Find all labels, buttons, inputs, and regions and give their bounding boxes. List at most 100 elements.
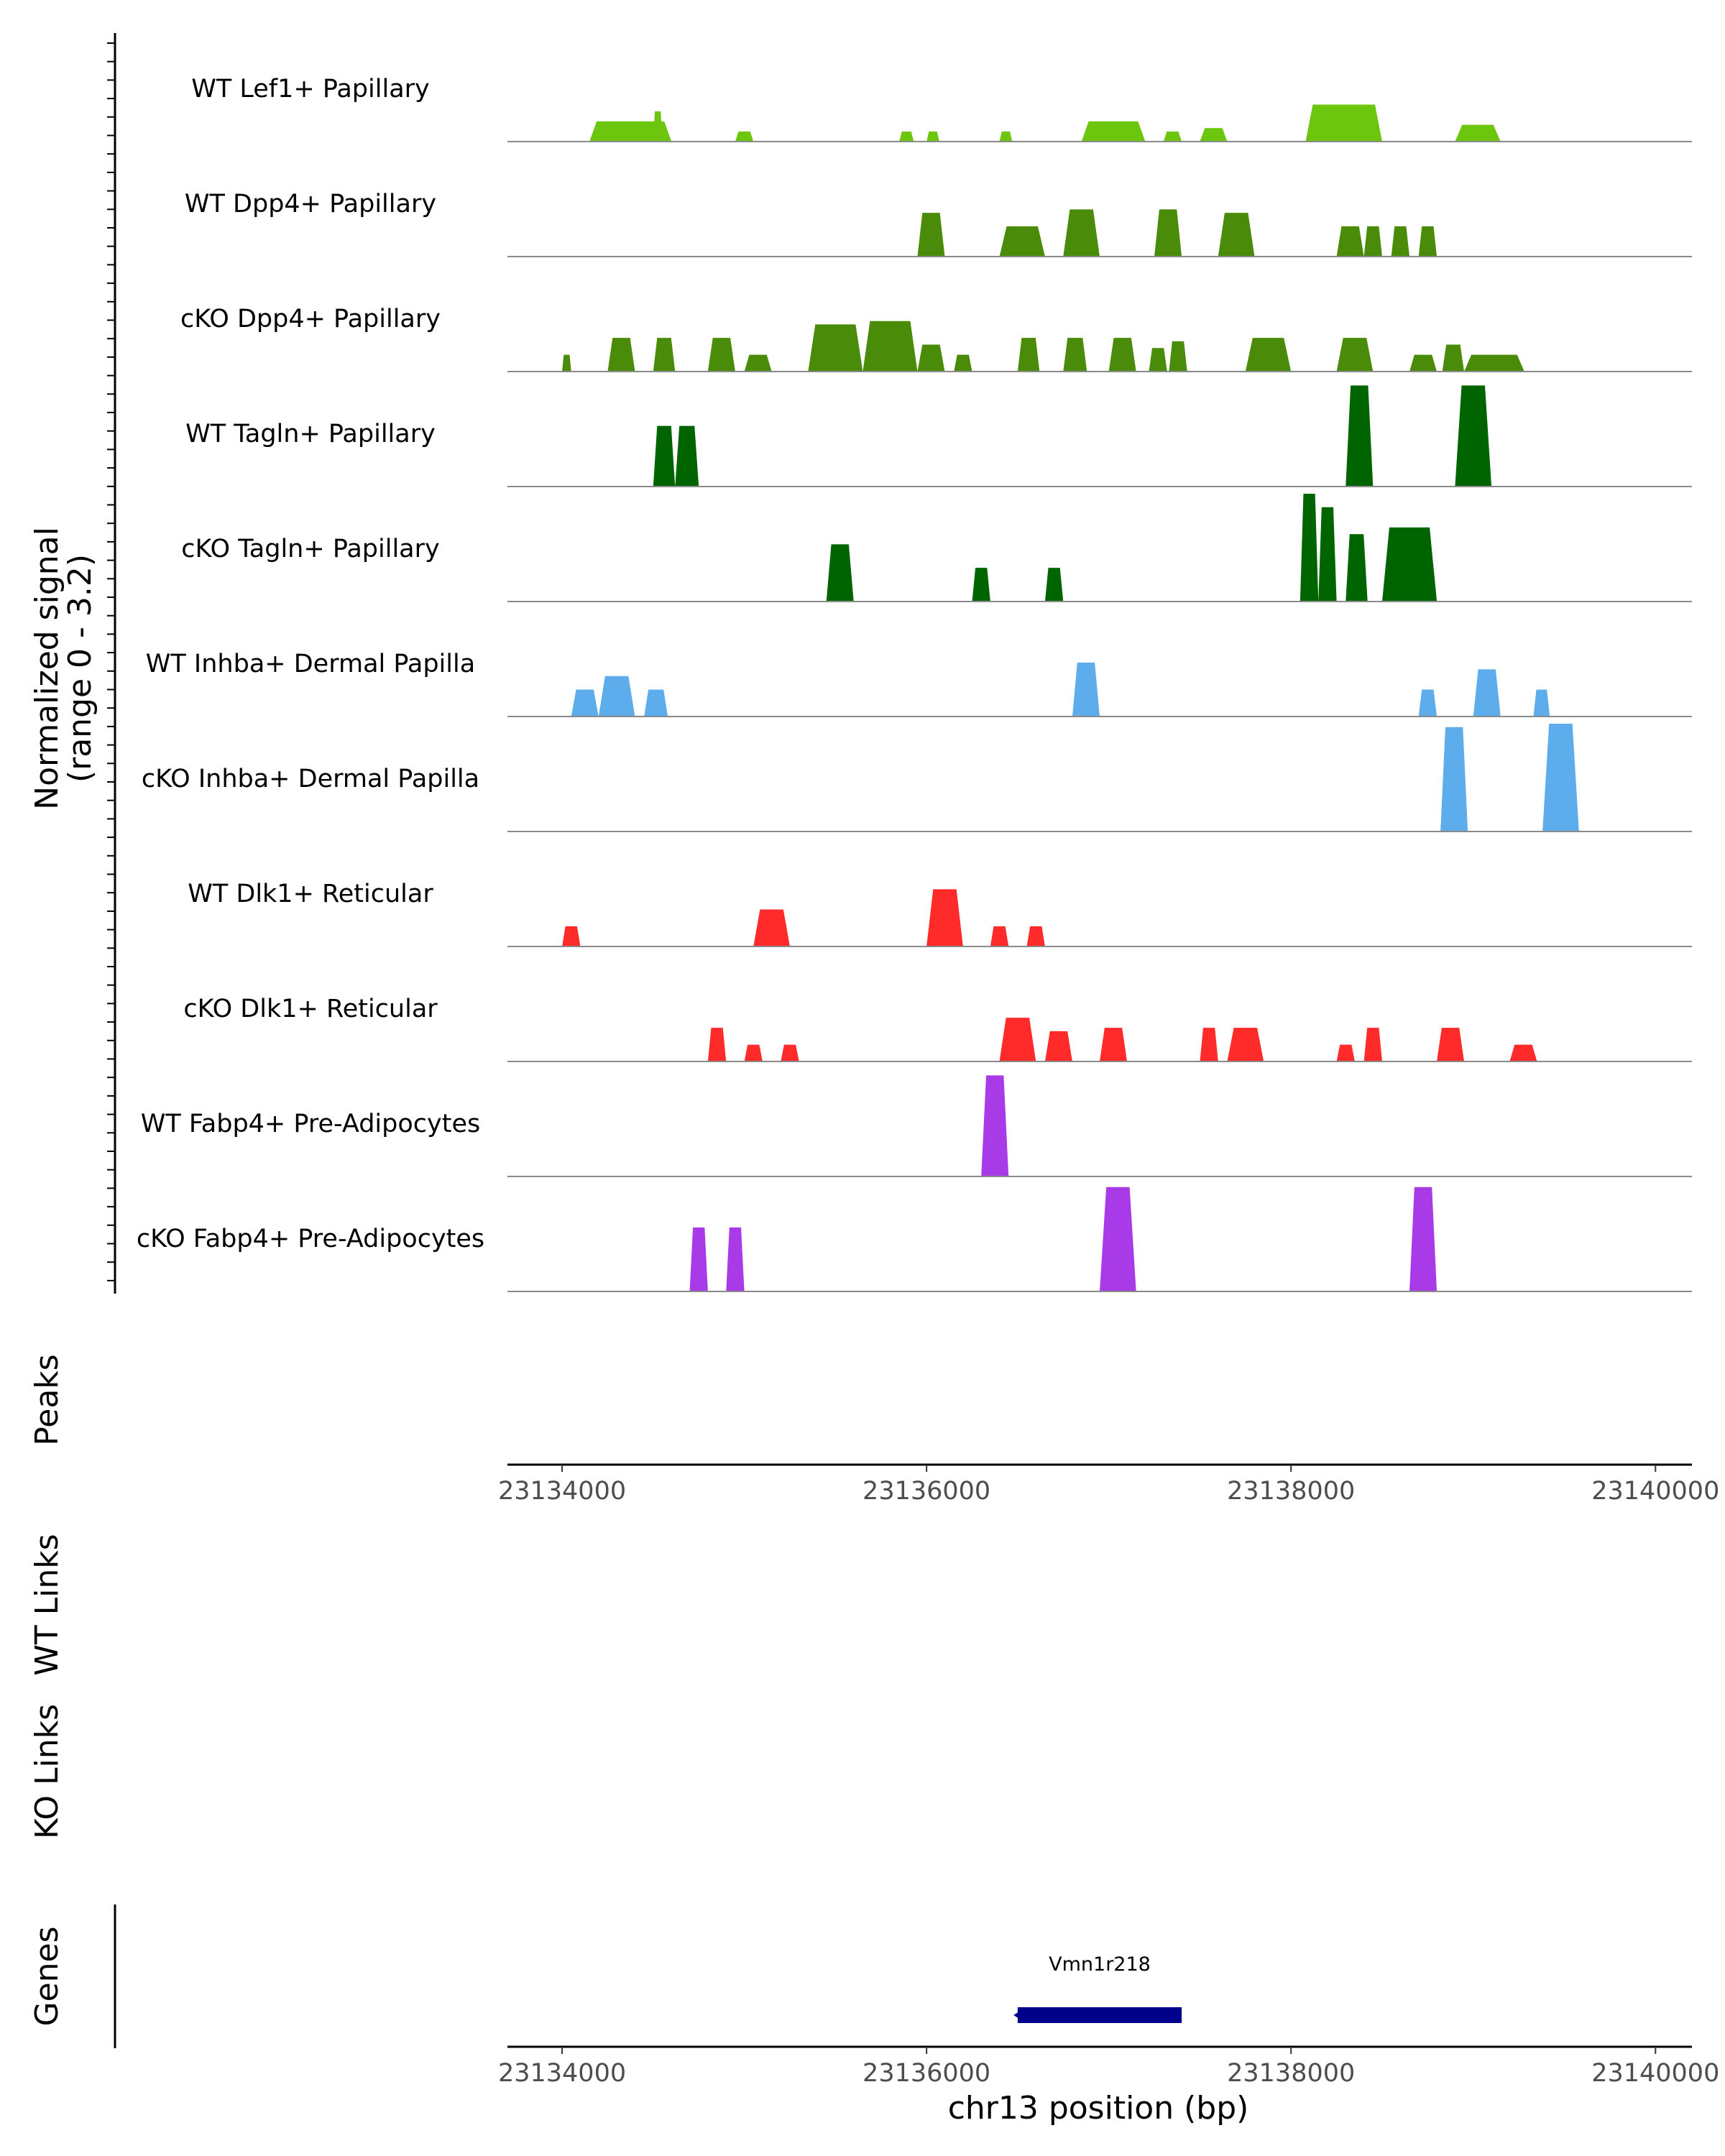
track-label: WT Fabp4+ Pre-Adipocytes bbox=[141, 1110, 480, 1138]
signal-peak bbox=[972, 568, 990, 602]
signal-peak bbox=[917, 213, 945, 257]
signal-peak bbox=[917, 344, 945, 372]
track-9: cKO Dlk1+ Reticular bbox=[183, 995, 1692, 1062]
signal-peak bbox=[1533, 689, 1550, 717]
signal-peak bbox=[1305, 104, 1382, 142]
y-axis-title-line1: Normalized signal bbox=[29, 527, 65, 810]
signal-peak bbox=[899, 131, 914, 142]
signal-peak bbox=[675, 425, 699, 487]
track-label: cKO Inhba+ Dermal Papilla bbox=[142, 765, 479, 793]
track-4: WT Tagln+ Papillary bbox=[185, 385, 1692, 487]
signal-peak bbox=[981, 1075, 1009, 1176]
signal-peak bbox=[1336, 226, 1364, 257]
signal-peak bbox=[1318, 507, 1337, 602]
track-label: WT Dpp4+ Papillary bbox=[185, 190, 436, 218]
signal-peak bbox=[1363, 226, 1382, 257]
coverage-tracks: WT Lef1+ Papillary WT Dpp4+ Papillary cKO … bbox=[137, 75, 1692, 2023]
ko-links-panel-label: KO Links bbox=[29, 1704, 65, 1839]
signal-peak bbox=[598, 676, 635, 717]
x-tick-label-genes: 23136000 bbox=[862, 2059, 990, 2088]
signal-peak bbox=[1081, 121, 1146, 142]
track-7: cKO Inhba+ Dermal Papilla bbox=[142, 724, 1692, 832]
signal-peak bbox=[1440, 727, 1468, 831]
gene: Vmn1r218 bbox=[1013, 1953, 1182, 2023]
signal-peak bbox=[1017, 338, 1040, 372]
track-2: WT Dpp4+ Papillary bbox=[185, 190, 1692, 257]
x-tick-label-genes: 23140000 bbox=[1591, 2059, 1719, 2088]
track-6: WT Inhba+ Dermal Papilla bbox=[146, 650, 1692, 717]
x-axis-title: chr13 position (bp) bbox=[948, 2090, 1249, 2127]
signal-peak bbox=[1245, 338, 1292, 372]
signal-peak bbox=[1300, 494, 1319, 602]
signal-peak bbox=[1437, 1028, 1465, 1061]
signal-peak bbox=[1063, 338, 1087, 372]
signal-peak bbox=[1418, 226, 1438, 257]
signal-peak bbox=[926, 889, 963, 946]
gene-label: Vmn1r218 bbox=[1049, 1953, 1151, 1976]
signal-peak bbox=[1363, 1028, 1382, 1061]
signal-peak bbox=[1169, 341, 1187, 372]
signal-peak bbox=[1200, 128, 1228, 142]
track-label: cKO Dpp4+ Papillary bbox=[180, 305, 441, 333]
track-10: WT Fabp4+ Pre-Adipocytes bbox=[141, 1075, 1692, 1177]
signal-peak bbox=[1200, 1028, 1218, 1061]
signal-peak bbox=[653, 111, 663, 142]
signal-peak bbox=[589, 121, 672, 142]
signal-peak bbox=[1455, 124, 1501, 142]
signal-peak bbox=[571, 689, 599, 717]
signal-peak bbox=[1542, 724, 1579, 831]
x-tick-label-peaks: 23136000 bbox=[862, 1477, 990, 1506]
signal-peak bbox=[954, 354, 972, 372]
signal-peak bbox=[1044, 1031, 1072, 1061]
signal-peak bbox=[653, 425, 676, 487]
gene-strand-arrow bbox=[1013, 2007, 1027, 2023]
signal-peak bbox=[735, 131, 754, 142]
signal-peak bbox=[1336, 1044, 1355, 1061]
x-tick-label-peaks: 23138000 bbox=[1227, 1477, 1355, 1506]
x-tick-label-genes: 23138000 bbox=[1227, 2059, 1355, 2088]
x-tick-label-genes: 23134000 bbox=[498, 2059, 626, 2088]
gene-body bbox=[1017, 2007, 1182, 2023]
signal-peak bbox=[726, 1227, 745, 1291]
signal-peak bbox=[1100, 1028, 1128, 1061]
signal-peak bbox=[1442, 344, 1465, 372]
signal-peak bbox=[644, 689, 668, 717]
signal-peak bbox=[1044, 568, 1064, 602]
signal-peak bbox=[1026, 926, 1045, 946]
signal-peak bbox=[1409, 354, 1438, 372]
signal-peak bbox=[707, 1028, 727, 1061]
x-tick-label-peaks: 23134000 bbox=[498, 1477, 626, 1506]
axes: 23134000 23136000 23138000 23140000 23134000… bbox=[107, 33, 1719, 2088]
peaks-panel-label: Peaks bbox=[29, 1354, 65, 1445]
signal-peak bbox=[1336, 338, 1374, 372]
signal-peak bbox=[1391, 226, 1410, 257]
signal-peak bbox=[990, 926, 1009, 946]
track-1: WT Lef1+ Papillary bbox=[191, 75, 1692, 142]
wt-links-panel-label: WT Links bbox=[29, 1534, 65, 1675]
track-8: WT Dlk1+ Reticular bbox=[188, 880, 1692, 947]
signal-peak bbox=[1346, 534, 1368, 602]
signal-peak bbox=[707, 338, 735, 372]
signal-peak bbox=[1509, 1044, 1537, 1061]
track-11: cKO Fabp4+ Pre-Adipocytes bbox=[137, 1187, 1692, 1292]
signal-peak bbox=[999, 226, 1045, 257]
signal-peak bbox=[1063, 209, 1100, 257]
signal-peak bbox=[1149, 348, 1167, 372]
track-label: WT Lef1+ Papillary bbox=[191, 75, 430, 103]
signal-peak bbox=[562, 354, 571, 372]
signal-peak bbox=[781, 1044, 799, 1061]
signal-peak bbox=[808, 324, 863, 372]
signal-peak bbox=[753, 909, 790, 946]
track-label: cKO Tagln+ Papillary bbox=[181, 535, 440, 563]
signal-peak bbox=[689, 1227, 708, 1291]
signal-peak bbox=[1346, 385, 1374, 487]
track-label: cKO Fabp4+ Pre-Adipocytes bbox=[137, 1225, 484, 1253]
x-tick-label-peaks: 23140000 bbox=[1591, 1477, 1719, 1506]
signal-peak bbox=[862, 321, 918, 372]
track-label: cKO Dlk1+ Reticular bbox=[183, 995, 438, 1023]
signal-peak bbox=[653, 338, 676, 372]
signal-peak bbox=[1163, 131, 1182, 142]
signal-peak bbox=[744, 354, 772, 372]
signal-peak bbox=[999, 131, 1013, 142]
signal-peak bbox=[1473, 669, 1501, 717]
